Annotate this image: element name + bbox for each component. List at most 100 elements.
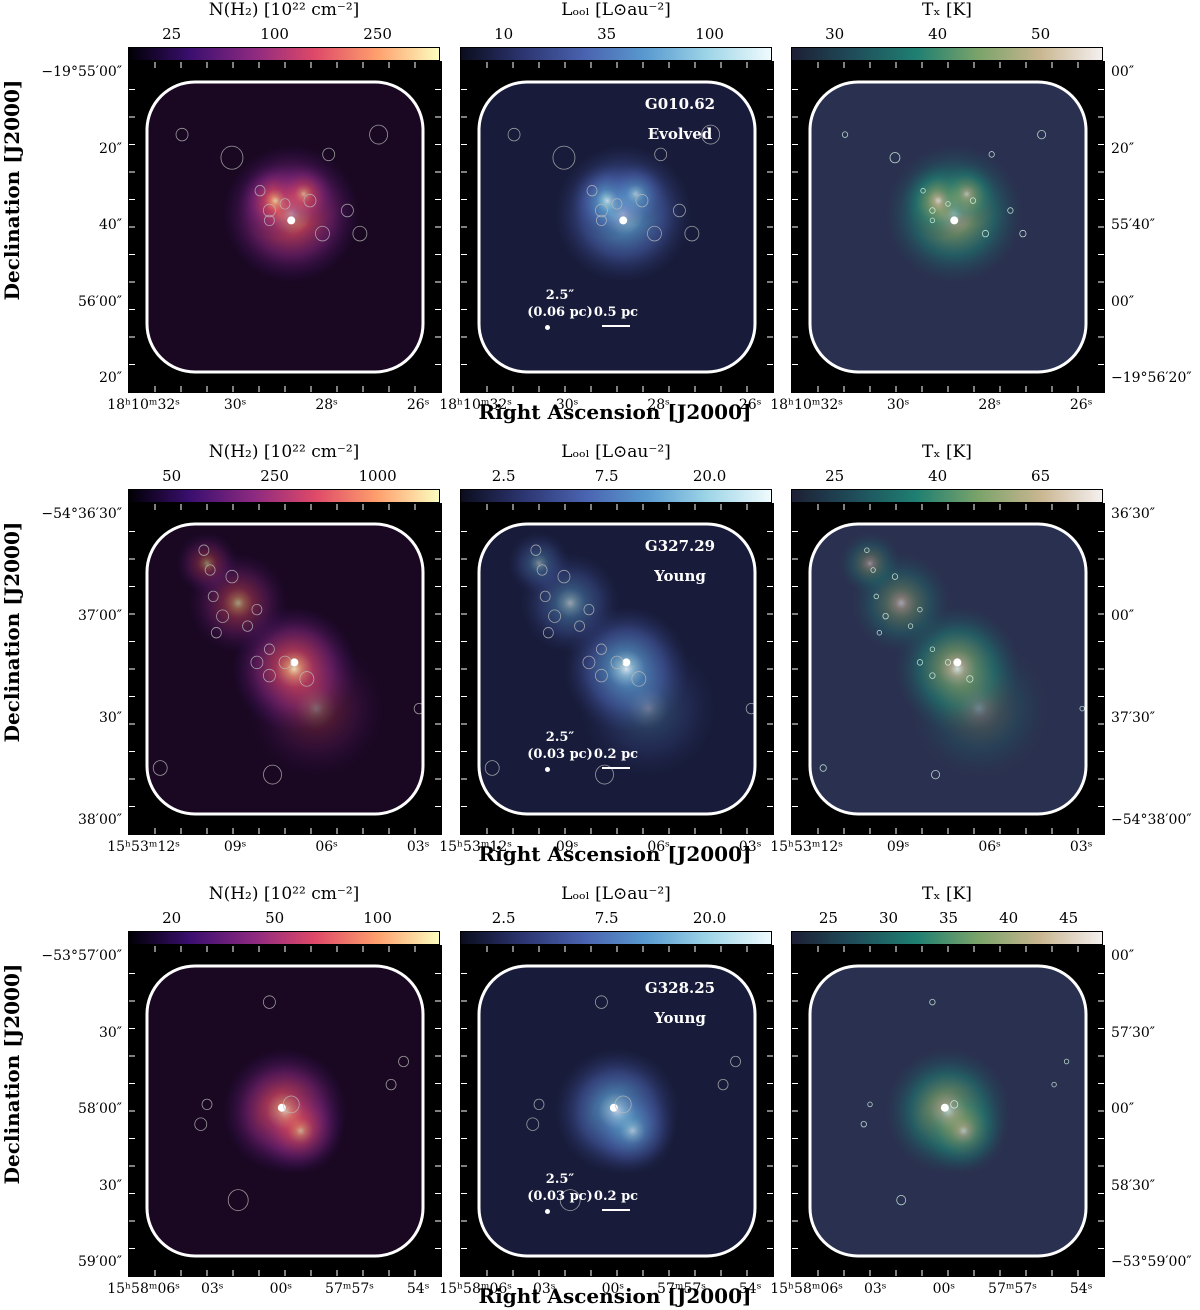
colorbar-title-r3-c1: N(H₂) [10²² cm⁻²] [208,884,360,904]
source-ellipse-r2-c1 [210,627,222,639]
coverage-boundary-r3-c2 [477,964,757,1258]
source-ellipse-r1-c1 [175,127,189,142]
map-panel-r3-c1 [128,945,442,1277]
source-ellipse-r1-c2 [635,193,649,208]
source-ellipse-r3-c1 [227,1189,249,1212]
beam-size-label-r2: 2.5″ [545,730,575,745]
source-ellipse-r2-c3 [876,629,883,636]
source-ellipse-r2-c2 [594,668,608,683]
colorbar-tick-r1-c1: 25 [162,25,182,43]
emission-peak-r2-c2 [622,658,631,667]
source-ellipse-r2-c2 [557,569,571,584]
dec-tick-left-r2: 37′00″ [77,608,122,624]
source-ellipse-r1-c1 [263,214,275,227]
colorbar-tick-r2-c1: 250 [260,467,289,485]
dec-tick-right-r3: 58′30″ [1111,1177,1156,1194]
colorbar-tick-r3-c3: 45 [1059,909,1079,927]
ra-tick-r3-c3: 15ʰ58ᵐ06ˢ [770,1281,843,1297]
dec-tick-right-r1: 00″ [1111,64,1135,80]
colorbar-tick-r1-c3: 50 [1031,25,1051,43]
coverage-boundary-r3-c1 [145,964,425,1258]
source-ellipse-r3-c1 [194,1117,208,1131]
source-ellipse-r2-c1 [250,655,264,670]
source-ellipse-r3-c1 [282,1095,300,1114]
map-panel-r1-c3 [791,61,1105,393]
scalebar-label-r1: 0.5 pc [593,305,639,320]
colorbar-title-r3-c3: Tₓ [K] [922,884,972,904]
ra-tick-r1-c1: 28ˢ [315,397,338,413]
emission-blob-r2-c1 [175,532,239,595]
source-ellipse-r1-c2 [647,225,662,242]
colorbar-tick-r3-c2: 20.0 [692,909,727,927]
source-ellipse-r2-c2 [530,544,542,556]
map-panel-r2-c2 [460,503,774,835]
source-ellipse-r1-c1 [220,145,244,170]
colorbar-r3-c2 [460,931,772,945]
source-ellipse-r2-c1 [299,671,315,687]
scalebar-r2 [602,767,630,769]
y-axis-title-row2: Declination [J2000] [0,521,24,743]
source-ellipse-r1-c3 [988,151,995,158]
source-ellipse-r2-c3 [929,646,936,652]
emission-peak-r3-c3 [940,1103,949,1112]
source-ellipse-r2-c2 [536,564,548,576]
source-ellipse-r3-c2 [730,1055,741,1068]
x-axis-title-row2: Right Ascension [J2000] [478,842,752,866]
source-ellipse-r2-c1 [242,620,253,632]
coverage-boundary-r1-c1 [145,80,425,374]
map-panel-r3-c3 [791,945,1105,1277]
colorbar-tick-r3-c1: 20 [162,909,182,927]
ra-tick-r2-c2: 06ˢ [647,839,670,855]
colorbar-tick-r1-c3: 40 [928,25,948,43]
ra-tick-r3-c2: 54ˢ [738,1281,762,1297]
colorbar-r2-c1 [128,489,440,503]
dec-tick-left-r2: −54°36′30″ [41,506,122,522]
ra-tick-r1-c2: 26ˢ [738,397,762,413]
dec-tick-right-r2: 00″ [1111,608,1135,624]
source-ellipse-r1-c3 [841,131,849,138]
ra-tick-r3-c1: 00ˢ [269,1281,293,1297]
x-axis-title-row1: Right Ascension [J2000] [478,400,752,424]
x-axis-title-row3: Right Ascension [J2000] [478,1284,752,1308]
source-ellipse-r1-c2 [701,124,721,145]
emission-peak-r2-c3 [953,658,962,667]
ra-tick-r1-c1: 26ˢ [406,397,430,413]
source-ellipse-r3-c3 [860,1120,867,1128]
source-ellipse-r2-c3 [864,547,870,553]
scalebar-label-r3: 0.2 pc [593,1189,639,1204]
ra-tick-r2-c3: 15ʰ53ᵐ12ˢ [770,839,843,855]
emission-peak-r1-c2 [619,216,628,225]
region-name-r1: G010.62 [644,95,716,113]
source-ellipse-r2-c2 [582,655,596,670]
colorbar-tick-r2-c3: 40 [928,467,948,485]
source-ellipse-r2-c1 [251,603,263,616]
source-ellipse-r1-c2 [654,147,668,162]
dec-tick-left-r3: −53°57′00″ [41,948,122,964]
colorbar-title-r3-c2: Lₒₒₗ [L⊙au⁻²] [561,884,671,904]
ra-tick-r3-c2: 15ʰ58ᵐ06ˢ [439,1281,512,1297]
source-ellipse-r2-c2 [574,620,585,632]
dec-tick-right-r1: 20″ [1111,140,1135,157]
colorbar-tick-r2-c2: 2.5 [491,467,516,485]
colorbar-tick-r3-c1: 100 [363,909,392,927]
source-ellipse-r1-c2 [594,203,608,218]
beam-physical-size-r1: (0.06 pc) [527,305,593,320]
source-ellipse-r2-c2 [583,603,595,616]
source-ellipse-r3-c3 [896,1194,907,1206]
source-ellipse-r2-c2 [539,590,551,603]
source-ellipse-r2-c1 [263,764,282,785]
beam-size-label-r3: 2.5″ [545,1172,575,1187]
source-ellipse-r2-c3 [917,606,923,613]
source-ellipse-r1-c1 [279,198,291,210]
evolution-stage-r2: Young [654,567,706,585]
source-ellipse-r1-c1 [322,147,336,162]
evolution-stage-r1: Evolved [647,125,713,143]
ra-tick-r3-c2: 57ᵐ57ˢ [657,1281,706,1297]
ra-tick-r3-c1: 15ʰ58ᵐ06ˢ [107,1281,180,1297]
ra-tick-r1-c3: 18ʰ10ᵐ32ˢ [770,397,843,413]
beam-physical-size-r2: (0.03 pc) [527,747,593,762]
ra-tick-r2-c3: 09ˢ [886,839,910,855]
emission-blob-r3-c3 [919,1086,1008,1175]
source-ellipse-r3-c2 [614,1095,632,1114]
dec-tick-right-r2: 36′30″ [1111,506,1156,522]
